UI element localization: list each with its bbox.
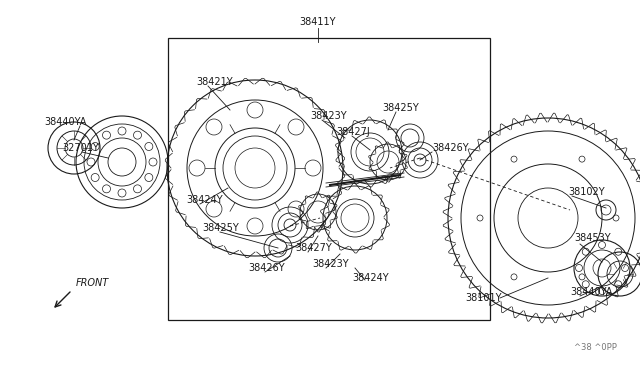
Text: 38424Y: 38424Y [186, 195, 223, 205]
Text: 38101Y: 38101Y [466, 293, 502, 303]
Text: 38453Y: 38453Y [574, 233, 611, 243]
Text: 38102Y: 38102Y [568, 187, 605, 197]
Text: FRONT: FRONT [76, 278, 109, 288]
Text: 38424Y: 38424Y [352, 273, 388, 283]
Text: 38440YA: 38440YA [570, 287, 612, 297]
Text: 38440YA: 38440YA [44, 117, 86, 127]
Text: 38423Y: 38423Y [312, 259, 349, 269]
Text: ^38 ^0PP: ^38 ^0PP [574, 343, 617, 353]
Text: 32701Y: 32701Y [62, 143, 99, 153]
Text: 38425Y: 38425Y [202, 223, 239, 233]
Text: 38421Y: 38421Y [196, 77, 232, 87]
Text: 38427Y: 38427Y [295, 243, 332, 253]
Text: 38411Y: 38411Y [300, 17, 336, 27]
Text: 38427J: 38427J [336, 127, 370, 137]
Text: 38425Y: 38425Y [382, 103, 419, 113]
Text: 38426Y: 38426Y [432, 143, 468, 153]
Text: 38423Y: 38423Y [310, 111, 347, 121]
Text: 38426Y: 38426Y [248, 263, 285, 273]
